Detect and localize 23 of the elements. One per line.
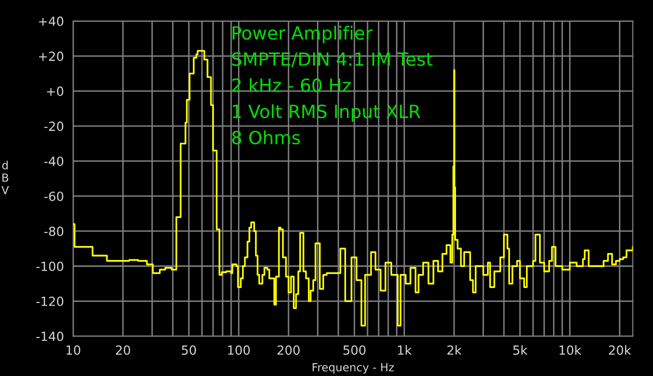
y-tick-label: -80 bbox=[44, 226, 64, 236]
y-tick-label: -120 bbox=[36, 296, 64, 306]
y-tick-label: -140 bbox=[36, 332, 64, 342]
x-tick-label: 100 bbox=[228, 345, 250, 355]
y-tick-label: +0 bbox=[47, 86, 64, 96]
x-tick-label: 50 bbox=[182, 345, 196, 355]
y-tick-label: -40 bbox=[44, 156, 64, 166]
y-tick-label: +20 bbox=[39, 52, 64, 61]
x-tick-label: 500 bbox=[343, 345, 366, 355]
x-tick-label: 200 bbox=[278, 345, 300, 355]
x-axis-title: Frequency - Hz bbox=[312, 363, 394, 374]
x-tick-label: 1k bbox=[398, 345, 412, 355]
y-tick-label: -60 bbox=[44, 192, 64, 202]
x-tick-label: 10 bbox=[66, 345, 80, 355]
x-tick-label: 2k bbox=[447, 345, 462, 355]
y-tick-label: -20 bbox=[44, 122, 64, 132]
y-tick-label: +40 bbox=[39, 16, 64, 26]
y-tick-label: -100 bbox=[36, 262, 64, 272]
x-tick-label: 10k bbox=[560, 345, 582, 355]
y-axis-title: dBV bbox=[1, 160, 9, 194]
x-tick-label: 20k bbox=[608, 345, 632, 355]
x-tick-label: 20 bbox=[116, 345, 130, 355]
x-tick-label: 5k bbox=[513, 345, 528, 355]
